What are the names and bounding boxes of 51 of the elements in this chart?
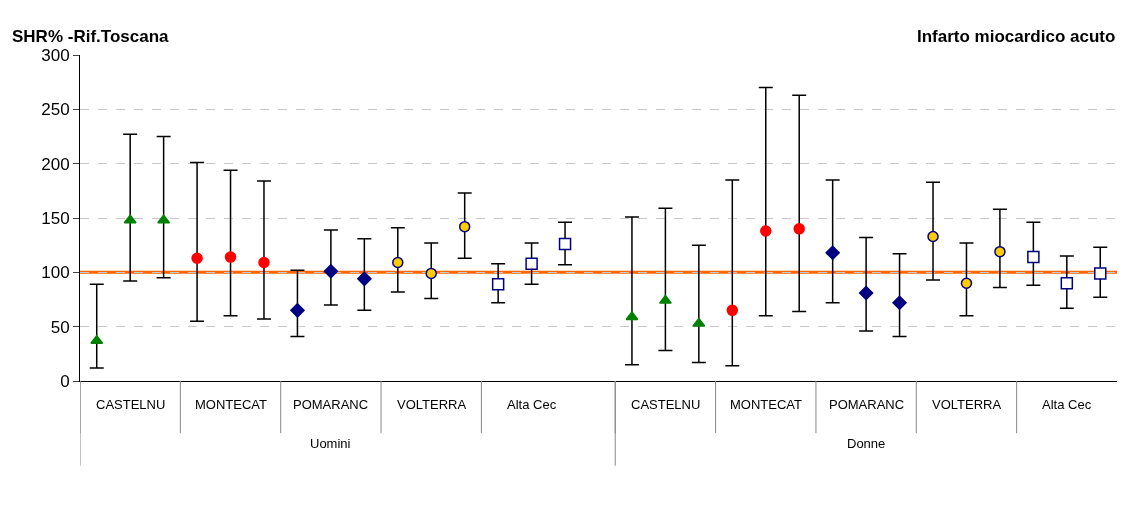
text: Donne <box>847 436 886 451</box>
point <box>224 251 237 263</box>
point <box>625 311 639 321</box>
point <box>90 335 104 345</box>
point <box>726 304 739 317</box>
point <box>658 294 672 304</box>
text: Alta Cec <box>1042 397 1092 412</box>
point <box>692 317 706 327</box>
text: MONTECAT <box>195 397 268 412</box>
point <box>123 214 137 224</box>
y-tick-label: 100 <box>41 263 70 283</box>
point <box>392 256 404 269</box>
y-tick-label: 150 <box>41 208 70 228</box>
chart-title: SHR% -Rif.Toscana <box>12 27 170 46</box>
point <box>793 223 805 235</box>
y-tick-label: 250 <box>41 100 70 120</box>
text: VOLTERRA <box>932 397 1002 412</box>
text: MONTECAT <box>730 397 803 412</box>
y-tick-label: 200 <box>41 154 70 174</box>
point <box>994 245 1006 258</box>
point <box>1060 276 1074 290</box>
point <box>357 271 372 287</box>
point <box>425 267 437 280</box>
point <box>892 295 907 311</box>
point <box>157 214 171 224</box>
point <box>960 277 973 289</box>
point <box>191 252 203 264</box>
chart-subtitle: Infarto miocardico acuto <box>917 27 1116 46</box>
text: Alta Cec <box>507 397 557 412</box>
point <box>491 278 505 291</box>
point <box>1027 250 1040 264</box>
text: POMARANC <box>829 397 905 412</box>
point <box>1094 267 1107 280</box>
text: CASTELNU <box>96 397 166 412</box>
point <box>258 256 270 269</box>
text: POMARANC <box>293 397 369 412</box>
text: Uomini <box>310 436 351 451</box>
text: VOLTERRA <box>397 397 467 412</box>
point <box>290 303 305 318</box>
y-tick-label: 0 <box>60 371 70 391</box>
y-tick-label: 50 <box>50 317 70 337</box>
point <box>760 225 772 237</box>
point <box>558 237 572 251</box>
y-tick-label: 300 <box>41 45 70 65</box>
point <box>927 230 939 243</box>
point <box>858 285 874 301</box>
point <box>525 257 538 270</box>
text: CASTELNU <box>631 397 701 412</box>
point <box>825 245 840 261</box>
point <box>323 264 339 279</box>
point <box>458 220 471 233</box>
